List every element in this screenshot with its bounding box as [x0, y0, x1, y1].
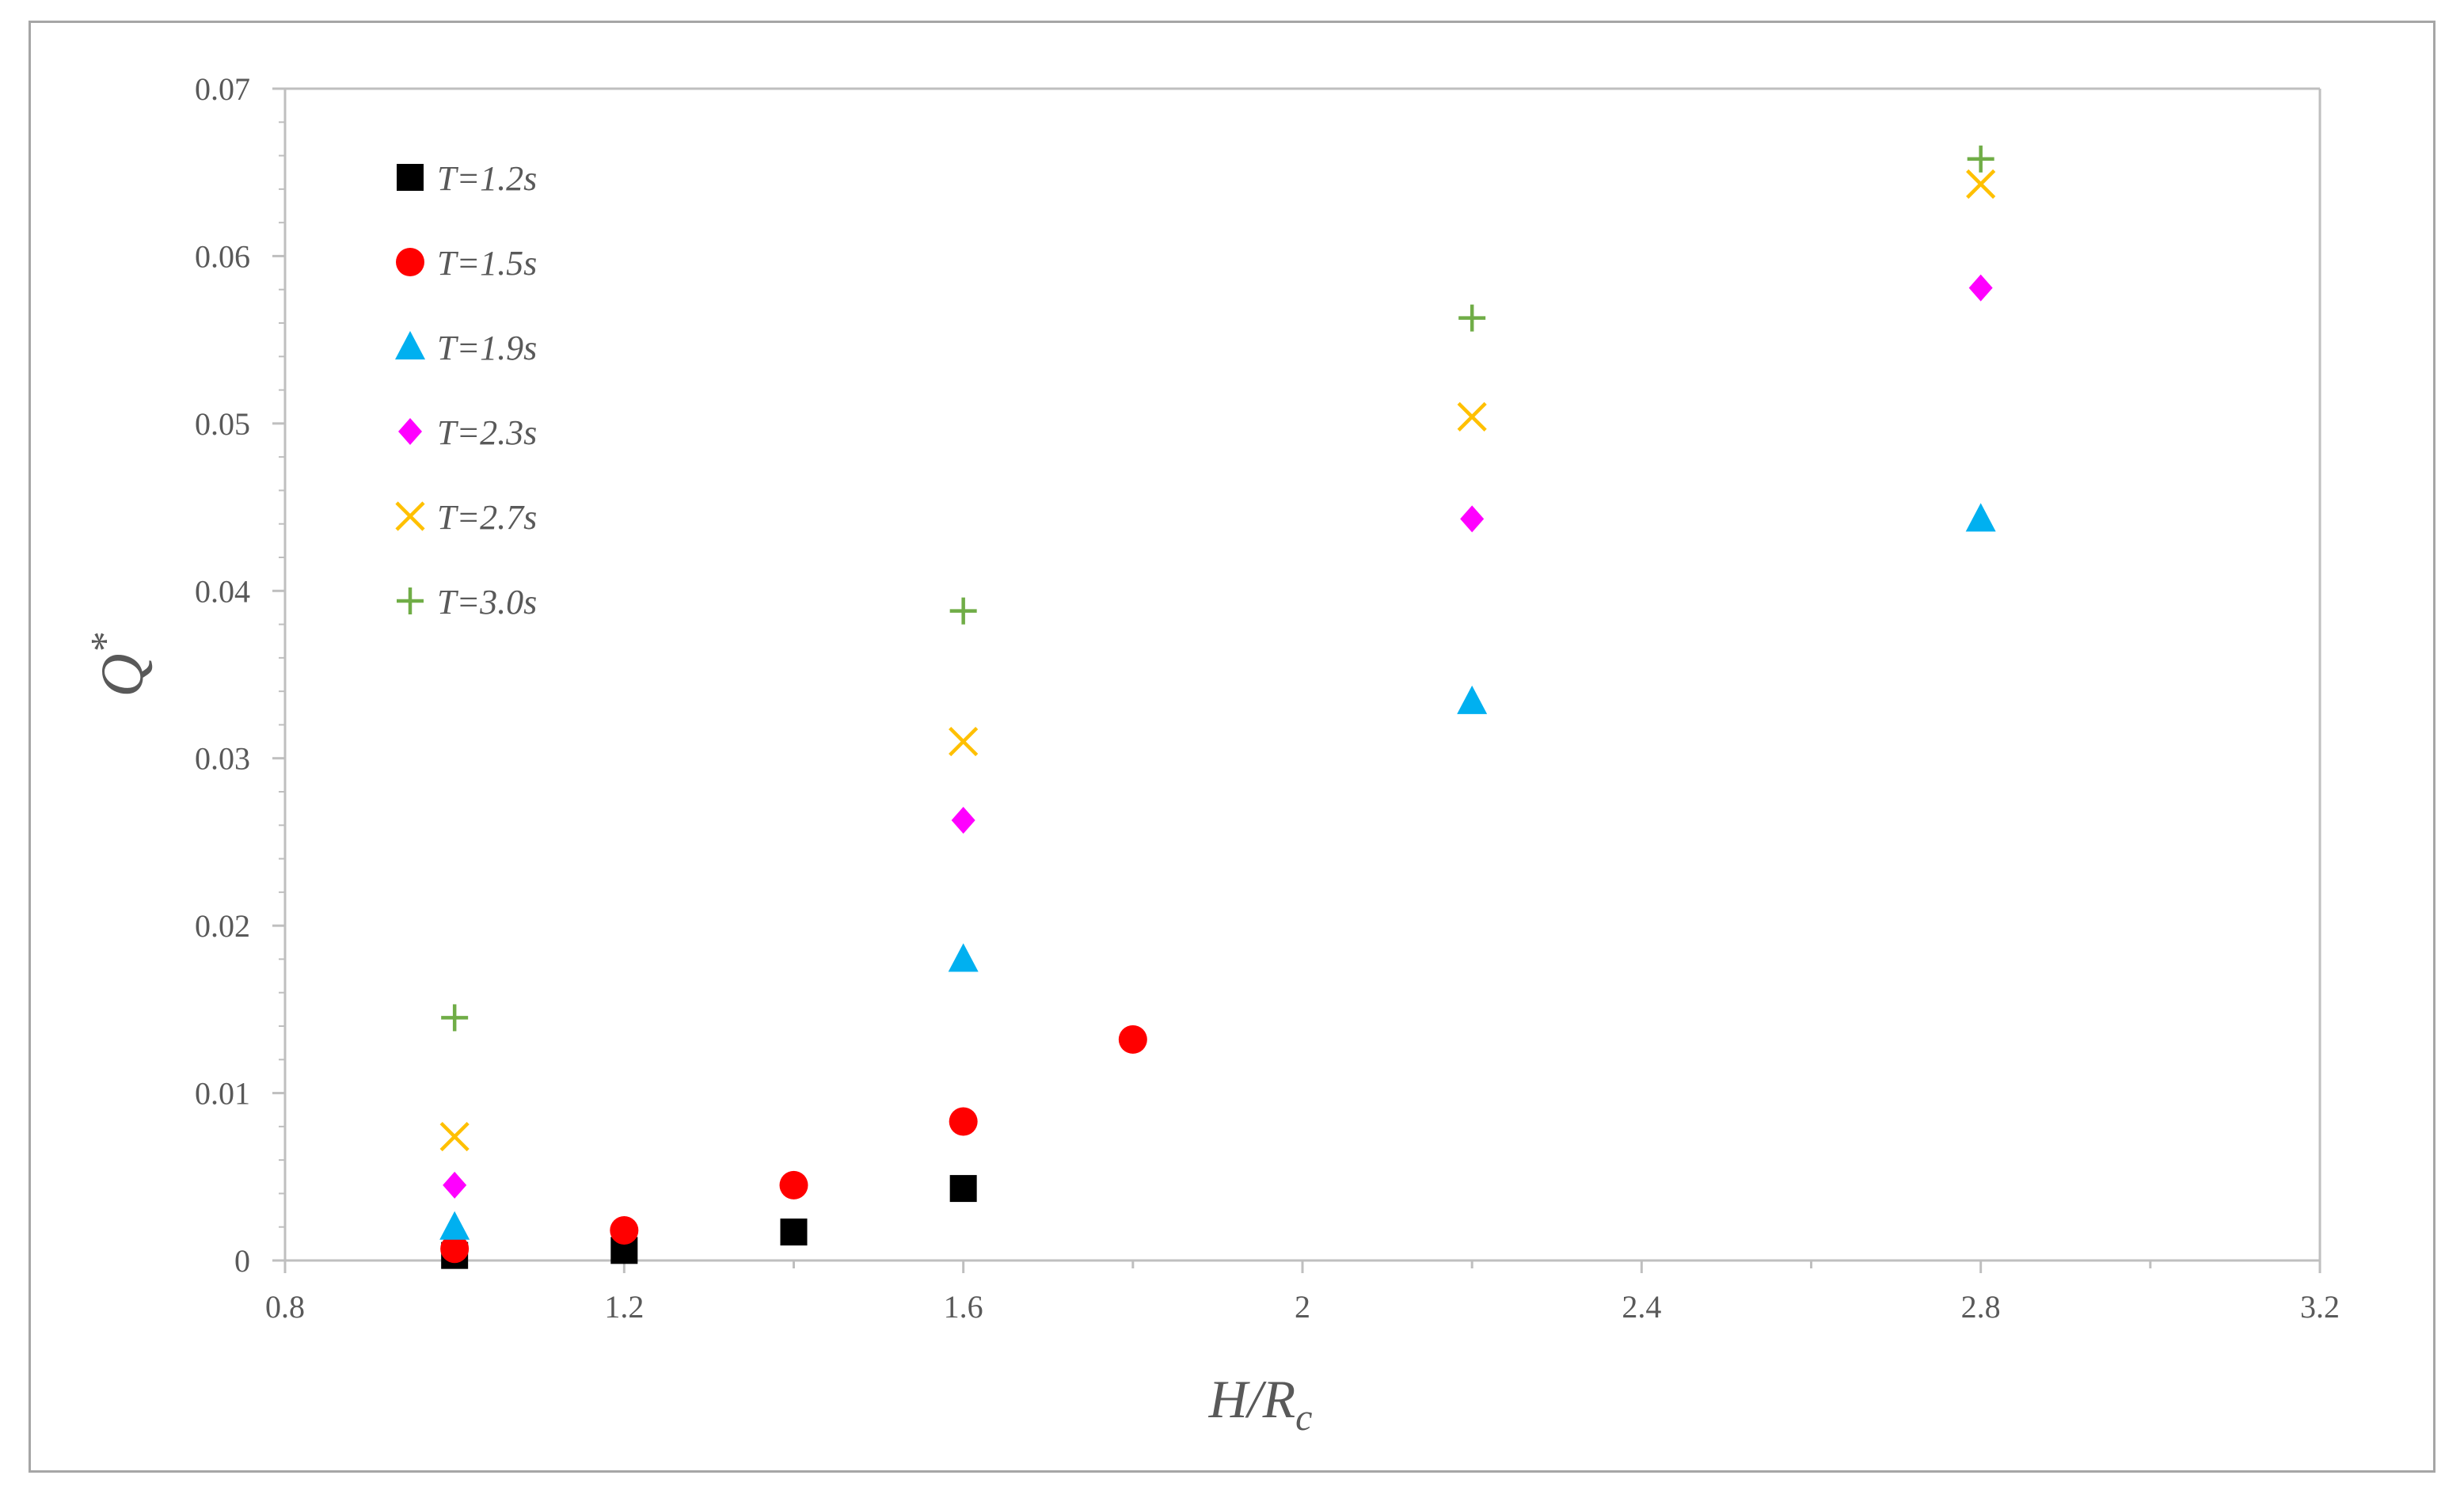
y-axis-title-main: Q	[89, 654, 156, 698]
legend-marker	[398, 418, 422, 445]
legend-label: T=1.5s	[437, 244, 537, 283]
y-tick-label: 0.06	[195, 238, 250, 274]
series-2	[440, 1025, 1147, 1264]
axes	[283, 87, 2321, 1262]
series-3	[439, 503, 1996, 1240]
x-axis-title: H/Rc	[1208, 1369, 1313, 1439]
legend-marker	[396, 248, 424, 276]
y-tick-label: 0	[234, 1243, 250, 1279]
data-point	[1457, 401, 1487, 432]
legend-item: T=1.5s	[396, 244, 537, 283]
data-point	[949, 1107, 978, 1136]
y-tick-label: 0.02	[195, 908, 250, 944]
y-tick-label: 0.04	[195, 573, 250, 609]
y-axis-ticks: 0 0.01 0.02 0.03 0.04 0.05 0.06 0.07	[195, 71, 285, 1279]
x-tick-label: 1.6	[944, 1289, 983, 1325]
data-point	[439, 1211, 470, 1240]
marker-stroke	[395, 501, 425, 531]
data-point	[779, 1170, 808, 1200]
data-point	[1457, 685, 1488, 714]
data-point	[780, 1219, 808, 1246]
legend: T=1.2s T=1.5s T=1.9s T=2.3s T=2.7s T=3.0s	[395, 159, 537, 622]
legend-item: T=2.3s	[398, 413, 537, 452]
data-point	[1460, 505, 1485, 533]
data-point	[949, 1175, 977, 1203]
data-point	[1965, 503, 1996, 532]
y-axis-title: Q*	[83, 633, 156, 698]
legend-marker	[397, 587, 424, 614]
x-axis-ticks: 0.8 1.2 1.6 2 2.4 2.8 3.2	[265, 1260, 2340, 1325]
y-tick-label: 0.03	[195, 741, 250, 777]
legend-marker	[395, 331, 425, 359]
legend-marker	[395, 501, 425, 531]
x-axis-title-main: H/R	[1208, 1369, 1296, 1429]
data-point	[1966, 169, 1996, 200]
data-point	[1968, 274, 1993, 302]
data-point	[441, 1004, 469, 1032]
marker-stroke	[1966, 169, 1996, 200]
y-tick-label: 0.01	[195, 1076, 250, 1112]
y-axis-title-sup: *	[83, 633, 128, 654]
x-tick-label: 1.2	[604, 1289, 644, 1325]
x-tick-label: 0.8	[265, 1289, 305, 1325]
series-1	[441, 1175, 977, 1269]
x-axis-title-sub: c	[1295, 1397, 1312, 1439]
x-tick-label: 2.4	[1622, 1289, 1661, 1325]
data-point	[610, 1215, 639, 1245]
y-tick-label: 0.07	[195, 71, 250, 107]
data-point	[1118, 1025, 1147, 1054]
legend-marker	[397, 164, 424, 191]
legend-item: T=1.2s	[397, 159, 537, 198]
x-tick-label: 2	[1295, 1289, 1310, 1325]
legend-label: T=2.7s	[437, 498, 537, 537]
data-point	[1458, 304, 1486, 332]
data-point	[440, 1234, 470, 1264]
chart-frame	[29, 21, 2435, 1473]
data-point	[948, 943, 979, 972]
legend-label: T=1.2s	[437, 159, 537, 198]
data-point	[949, 726, 979, 757]
data-point	[951, 806, 975, 834]
series-6	[441, 145, 1994, 1032]
data-point	[439, 1121, 470, 1152]
y-tick-label: 0.05	[195, 406, 250, 442]
data-points	[439, 145, 1996, 1269]
marker-stroke	[1457, 401, 1487, 432]
legend-label: T=1.9s	[437, 329, 537, 367]
legend-label: T=2.3s	[437, 413, 537, 452]
marker-stroke	[949, 726, 979, 757]
series-5	[439, 169, 1996, 1152]
x-tick-label: 2.8	[1961, 1289, 2001, 1325]
data-point	[1967, 145, 1994, 173]
data-point	[949, 597, 977, 625]
legend-label: T=3.0s	[437, 583, 537, 622]
legend-item: T=2.7s	[395, 498, 537, 537]
marker-stroke	[439, 1121, 470, 1152]
data-point	[443, 1171, 467, 1199]
legend-item: T=1.9s	[395, 329, 537, 367]
series-4	[443, 274, 1993, 1199]
x-tick-label: 3.2	[2300, 1289, 2340, 1325]
legend-item: T=3.0s	[397, 583, 537, 622]
